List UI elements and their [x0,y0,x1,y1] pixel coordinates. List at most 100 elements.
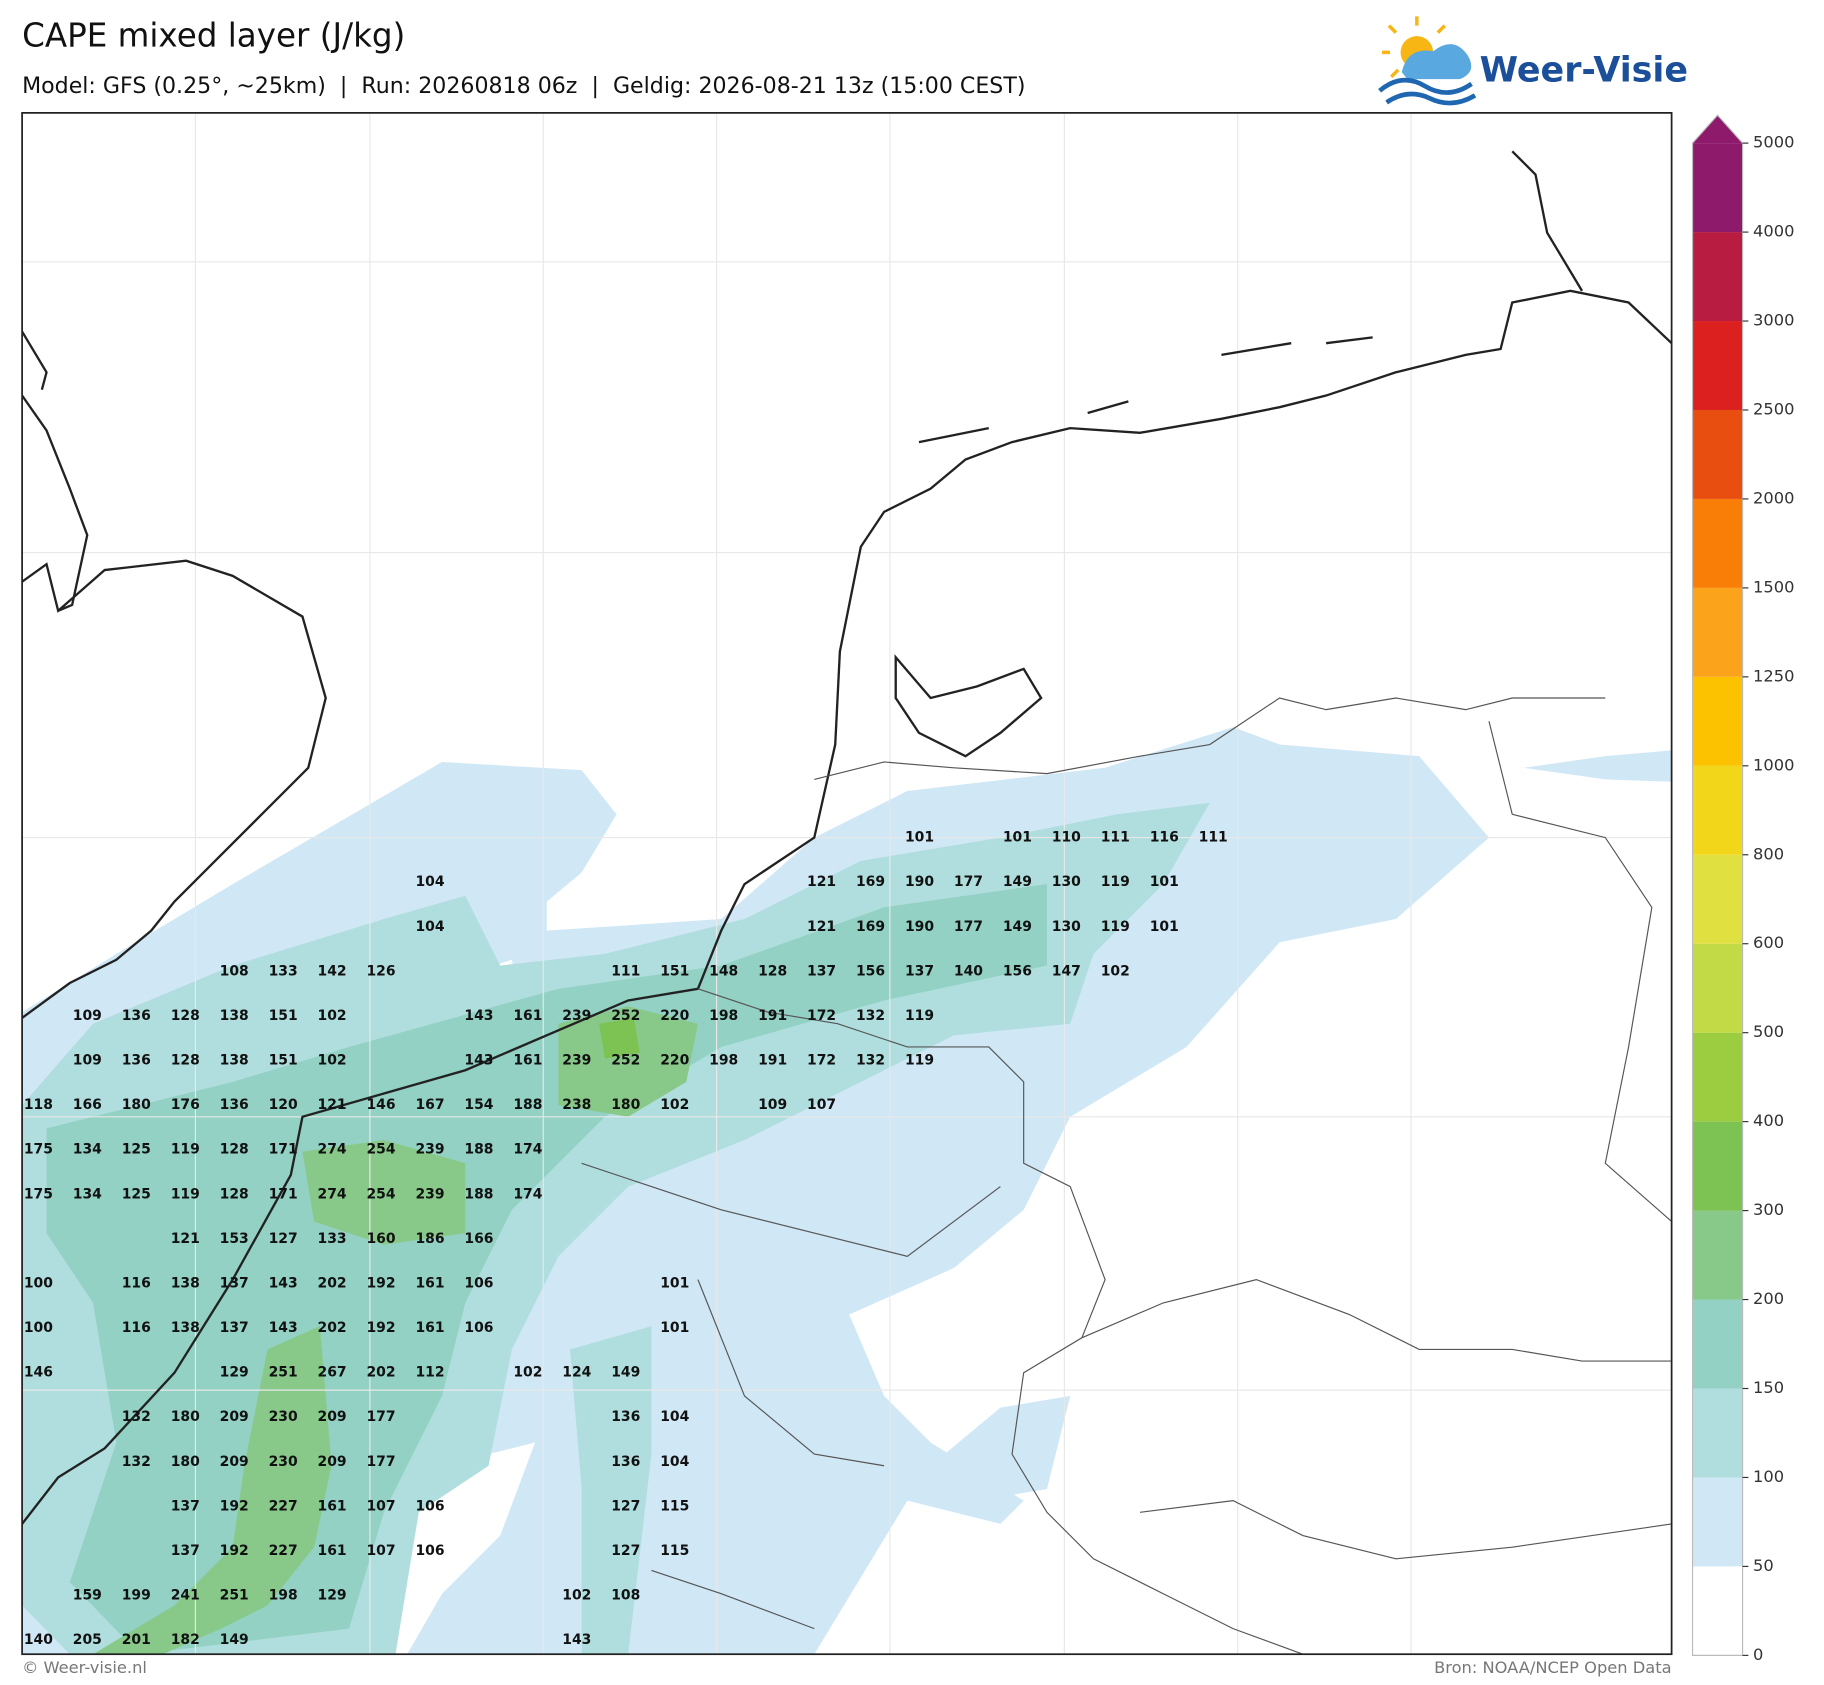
value-label: 138 [220,1053,249,1069]
footer-right: Bron: NOAA/NCEP Open Data [1434,1658,1672,1677]
value-label: 172 [807,1053,836,1069]
value-label: 180 [171,1409,200,1425]
value-label: 230 [269,1454,298,1470]
value-label: 132 [122,1409,151,1425]
value-label: 101 [905,830,934,846]
graticule [22,112,1672,1655]
colorbar-tick-label: 200 [1753,1289,1784,1308]
value-label: 192 [220,1543,249,1559]
value-label: 209 [318,1454,347,1470]
value-label: 125 [122,1186,151,1202]
colorbar-tick-label: 1000 [1753,755,1794,774]
border [814,697,1606,780]
colorbar-band [1692,232,1743,322]
value-label: 133 [269,963,298,979]
value-label: 143 [269,1275,298,1291]
value-label: 161 [513,1053,542,1069]
value-label: 101 [660,1320,689,1336]
value-label: 102 [1101,963,1130,979]
value-label: 100 [24,1320,53,1336]
borders [581,697,1672,1655]
colorbar-tick-label: 300 [1753,1200,1784,1219]
value-label: 161 [415,1320,444,1336]
value-label: 119 [1101,874,1130,890]
value-label: 252 [611,1053,640,1069]
value-label: 129 [318,1588,347,1604]
value-label: 174 [513,1186,542,1202]
logo-rays [1381,16,1447,79]
value-label: 138 [220,1008,249,1024]
value-label: 119 [1101,919,1130,935]
value-label: 153 [220,1231,249,1247]
value-label: 154 [464,1097,493,1113]
value-label: 101 [660,1275,689,1291]
value-label: 180 [122,1097,151,1113]
colorbar-tick-label: 1250 [1753,666,1794,685]
colorbar-tick-label: 400 [1753,1111,1784,1130]
colorbar-band [1692,498,1743,588]
value-label: 209 [318,1409,347,1425]
border [697,988,1304,1655]
value-label: 119 [905,1008,934,1024]
value-label: 137 [220,1275,249,1291]
value-label: 128 [758,963,787,979]
value-label: 156 [1003,963,1032,979]
value-label: 130 [1052,919,1081,935]
value-label: 101 [1150,874,1179,890]
value-label: 143 [562,1632,591,1648]
shade-200 [93,1006,698,1655]
value-label: 202 [318,1320,347,1336]
value-label: 137 [171,1543,200,1559]
shade-300 [599,1017,640,1059]
value-label: 202 [318,1275,347,1291]
colorbar-tick-label: 50 [1753,1556,1774,1575]
value-label: 101 [1003,830,1032,846]
value-label: 182 [171,1632,200,1648]
colorbar-tick-label: 2500 [1753,399,1794,418]
value-label: 171 [269,1142,298,1158]
value-label: 108 [220,963,249,979]
value-label: 274 [318,1186,347,1202]
value-label: 161 [318,1543,347,1559]
value-label: 149 [611,1365,640,1381]
value-label: 106 [464,1275,493,1291]
colorbar-tick-label: 600 [1753,933,1784,952]
value-label: 239 [415,1142,444,1158]
value-label: 166 [464,1231,493,1247]
value-label: 227 [269,1543,298,1559]
value-label: 127 [611,1543,640,1559]
value-label: 192 [220,1498,249,1514]
value-label: 136 [122,1053,151,1069]
colorbar-band [1692,1299,1743,1389]
value-label: 180 [611,1097,640,1113]
coast-continent [22,289,1672,1525]
value-label: 238 [562,1097,591,1113]
value-label: 239 [562,1053,591,1069]
value-label: 127 [611,1498,640,1514]
footer-left: © Weer-visie.nl [22,1658,147,1677]
value-label: 134 [73,1186,102,1202]
value-label: 107 [807,1097,836,1113]
colorbar-tick-label: 0 [1753,1645,1763,1664]
value-label: 251 [220,1588,249,1604]
value-label: 106 [415,1543,444,1559]
value-label: 239 [562,1008,591,1024]
value-label: 175 [24,1186,53,1202]
value-label: 111 [1101,830,1130,846]
value-label: 149 [1003,919,1032,935]
value-label: 121 [318,1097,347,1113]
value-label: 102 [318,1008,347,1024]
value-label: 166 [73,1097,102,1113]
colorbar-band [1692,409,1743,499]
value-label: 190 [905,919,934,935]
value-label: 126 [366,963,395,979]
value-label: 143 [269,1320,298,1336]
value-label: 136 [220,1097,249,1113]
grid-lines [22,112,1672,1655]
border [581,721,1672,1630]
value-label: 192 [366,1320,395,1336]
colorbar-band [1692,765,1743,855]
value-label: 140 [24,1632,53,1648]
title: CAPE mixed layer (J/kg) [22,17,405,55]
